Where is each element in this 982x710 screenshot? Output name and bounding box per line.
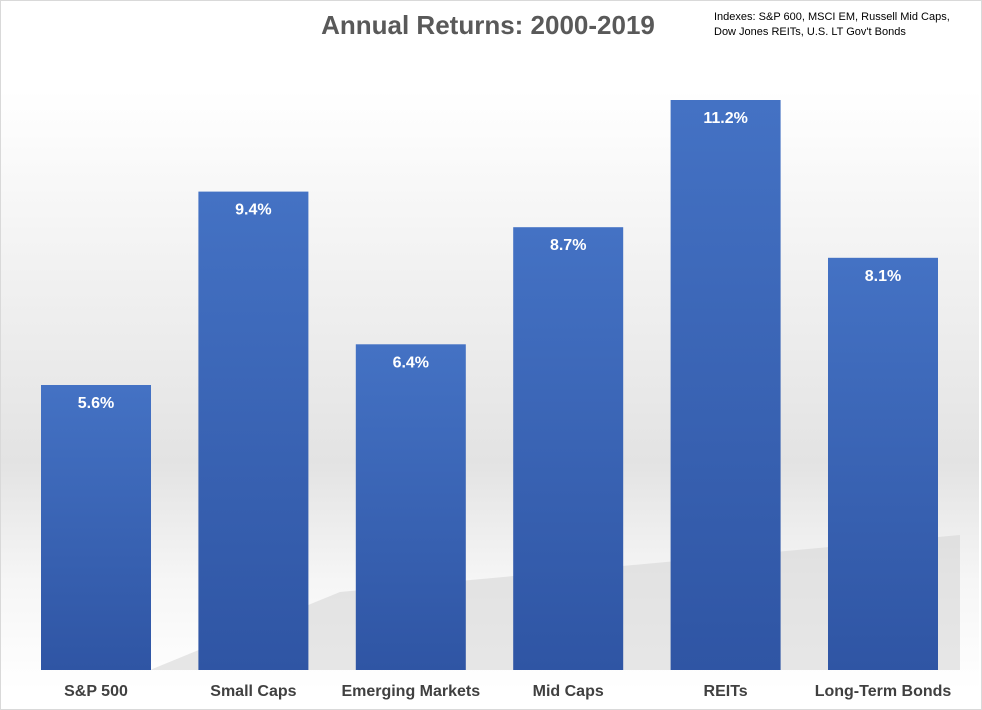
data-label: 6.4% (393, 354, 429, 371)
data-label: 11.2% (703, 110, 747, 127)
bar (198, 191, 309, 670)
bar (513, 227, 624, 670)
labels-layer: 5.6% 9.4% 6.4% 8.7% 11.2% 8.1% (78, 110, 901, 412)
bar (670, 100, 781, 670)
data-label: 5.6% (78, 395, 114, 412)
bar (355, 344, 466, 670)
bar (41, 385, 151, 670)
category-label: Mid Caps (533, 683, 604, 700)
bar (828, 257, 938, 670)
chart-note: Indexes: S&P 600, MSCI EM, Russell Mid C… (714, 11, 950, 38)
category-labels-layer: S&P 500 Small Caps Emerging Markets Mid Cap… (64, 683, 951, 700)
category-label: Emerging Markets (341, 683, 480, 700)
chart-title: Annual Returns: 2000-2019 (321, 10, 655, 40)
bars-layer (41, 100, 938, 670)
category-label: Small Caps (210, 683, 296, 700)
category-label: S&P 500 (64, 683, 128, 700)
category-label: REITs (704, 683, 748, 700)
data-label: 8.7% (550, 237, 586, 254)
data-label: 8.1% (865, 268, 901, 285)
data-label: 9.4% (235, 202, 271, 219)
category-label: Long-Term Bonds (815, 683, 952, 700)
